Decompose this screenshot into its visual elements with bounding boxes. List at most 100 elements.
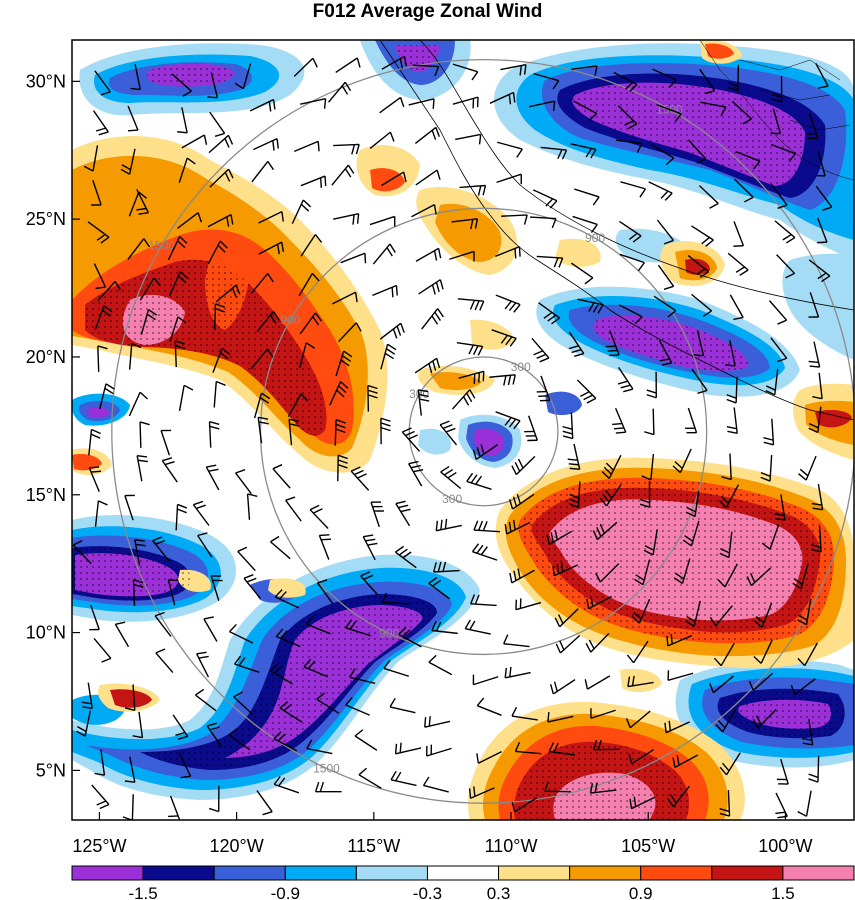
wind-barb [136, 454, 148, 482]
wind-barb [176, 212, 203, 230]
wind-barb [167, 579, 179, 606]
wind-barb [495, 294, 521, 313]
wind-barb [806, 113, 819, 140]
wind-barb [428, 576, 451, 600]
wind-barb [504, 666, 531, 679]
wind-barb [350, 466, 370, 491]
wind-barb [644, 408, 655, 436]
wind-barb [472, 674, 499, 686]
wind-barb [798, 455, 817, 481]
wind-barb [316, 692, 340, 714]
wind-barb [733, 178, 754, 203]
wind-barb [618, 304, 643, 325]
wind-barb [524, 415, 538, 442]
wind-barb [643, 529, 658, 556]
wind-barb [717, 563, 738, 588]
wind-barb [570, 262, 594, 285]
wind-barb [511, 706, 538, 721]
lat-tick-label: 15°N [26, 485, 66, 505]
range-ring-label: 1500 [148, 238, 175, 252]
wind-barb [774, 220, 796, 244]
wind-barb [249, 98, 276, 112]
wind-barb [212, 347, 231, 373]
wind-barb [256, 310, 280, 333]
wind-barb [700, 101, 727, 117]
wind-barb [291, 199, 312, 224]
lat-tick-label: 30°N [26, 71, 66, 91]
colorbar-bin [71, 865, 144, 881]
wind-barb [529, 216, 557, 229]
colorbar-bin [426, 865, 500, 881]
colorbar-bin [782, 865, 855, 881]
wind-barb [154, 611, 172, 637]
wind-barb [213, 380, 226, 408]
wind-barb [306, 739, 333, 755]
wind-barb [253, 392, 271, 419]
wind-barb [456, 341, 484, 356]
wind-barb [97, 280, 121, 302]
wind-barb [570, 143, 597, 159]
wind-barb [576, 379, 597, 404]
wind-barb [664, 720, 691, 734]
wind-barb [91, 180, 102, 206]
wind-barb [394, 742, 422, 755]
wind-barb [719, 790, 731, 817]
wind-barb [735, 150, 761, 170]
wind-barb [658, 339, 673, 366]
wind-barb [511, 797, 538, 813]
wind-barb [331, 164, 355, 186]
wind-barb [801, 719, 814, 746]
wind-barb [634, 559, 651, 586]
wind-barb [333, 143, 360, 155]
wind-barb [401, 427, 421, 452]
wind-barb [815, 63, 829, 89]
wind-barb [192, 500, 210, 526]
wind-barb [586, 595, 612, 610]
wind-barb [205, 464, 220, 491]
wind-barb [511, 455, 536, 476]
wind-barb [425, 744, 452, 757]
wind-barb [174, 340, 186, 368]
wind-barb [685, 407, 698, 434]
wind-barb [318, 534, 332, 560]
wind-barb [362, 534, 378, 561]
wind-barb [464, 619, 491, 635]
wind-barb [652, 68, 677, 88]
wind-barb [599, 484, 622, 507]
wind-barb [228, 728, 251, 751]
wind-barb [667, 785, 690, 808]
wind-barb [337, 454, 348, 482]
wind-barb [709, 675, 734, 694]
wind-barb [666, 634, 693, 647]
wind-barb [619, 220, 642, 243]
wind-barb [335, 57, 361, 73]
wind-barb [656, 219, 675, 245]
wind-barb [124, 756, 136, 783]
colorbar-bin [498, 865, 571, 881]
wind-barb [727, 252, 749, 276]
wind-barb [657, 264, 675, 290]
wind-barb [656, 104, 682, 123]
wind-barb [275, 628, 301, 648]
wind-barb [389, 697, 416, 714]
wind-barb [381, 171, 407, 187]
wind-barb [797, 642, 818, 667]
wind-barb [279, 701, 303, 723]
wind-barb [269, 663, 294, 685]
wind-barb [808, 292, 820, 318]
wind-barb [470, 594, 497, 607]
wind-barb [568, 481, 581, 509]
wind-barb [228, 623, 254, 644]
wind-barb [298, 272, 320, 297]
wind-barb [258, 211, 284, 224]
wind-barb [770, 337, 788, 363]
wind-barb [639, 481, 651, 508]
wind-barb [415, 247, 442, 262]
wind-barb [620, 181, 647, 198]
wind-barb [293, 57, 318, 77]
wind-barb [577, 298, 604, 314]
wind-barb [233, 691, 254, 716]
range-ring-label: 300 [511, 360, 531, 374]
wind-barb [379, 322, 405, 340]
